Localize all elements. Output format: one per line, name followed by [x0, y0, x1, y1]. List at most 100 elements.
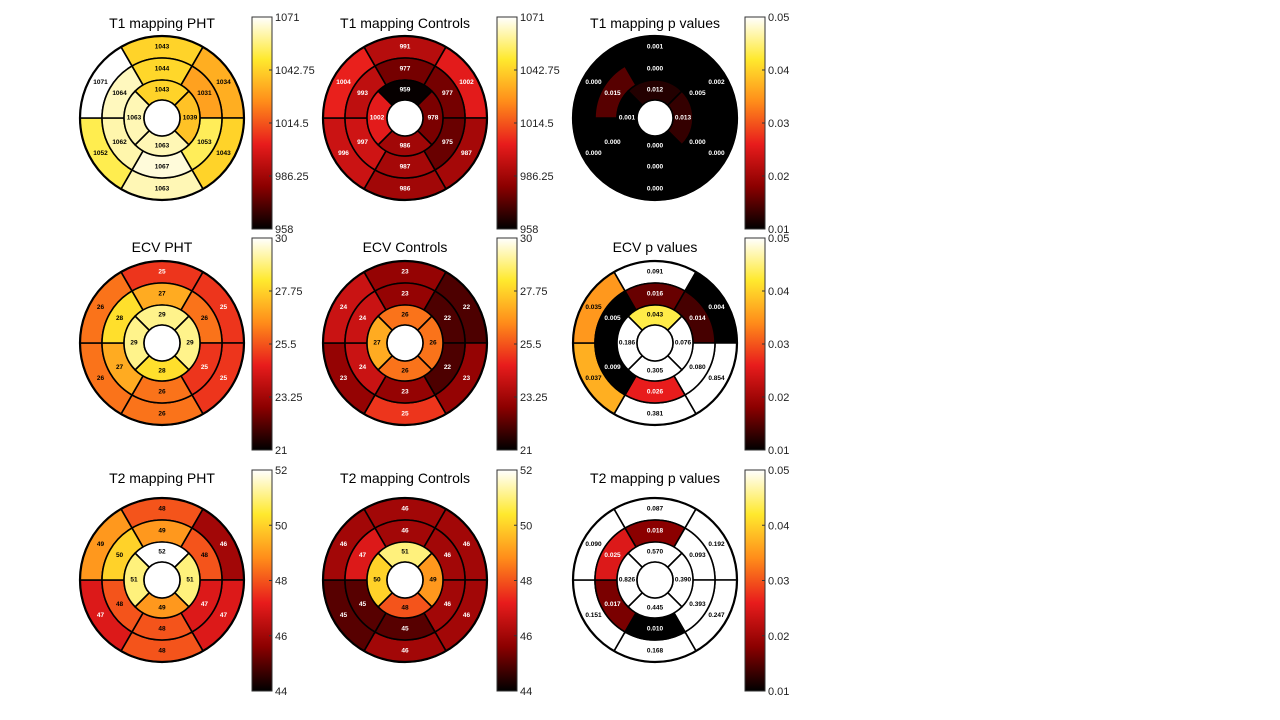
segment-value-11: 27: [116, 364, 124, 371]
outer-border: [571, 259, 739, 427]
panel-title: T2 mapping Controls: [340, 470, 470, 486]
segment-value-1: 23: [401, 269, 409, 276]
center-hole: [143, 324, 181, 362]
segment-value-1: 46: [401, 506, 409, 513]
colorbar-gradient: [252, 238, 272, 450]
segment-value-3: 47: [220, 612, 228, 619]
segment-value-15: 26: [401, 368, 409, 375]
colorbar-tick-label: 0.04: [768, 286, 789, 298]
segment-value-13: 0.043: [647, 312, 664, 319]
outer-border: [571, 496, 739, 664]
colorbar-tick-label: 23.25: [520, 392, 548, 404]
colorbar-tick-label: 0.01: [768, 445, 789, 457]
segment-value-8: 22: [444, 315, 452, 322]
segment-value-2: 46: [220, 541, 228, 548]
panel-ecv-p: ECV p values0.0910.0040.8540.3810.0370.0…: [571, 233, 789, 457]
segment-value-1: 48: [158, 506, 166, 513]
segment-value-8: 0.093: [689, 552, 706, 559]
segment-value-9: 975: [442, 139, 453, 146]
colorbar-tick-label: 1014.5: [520, 118, 554, 130]
segment-value-11: 0.000: [604, 139, 621, 146]
segment-value-11: 997: [357, 139, 368, 146]
colorbar-tick-label: 0.05: [768, 233, 789, 245]
segment-value-12: 50: [116, 552, 124, 559]
colorbar-tick-label: 0.05: [768, 465, 789, 477]
segment-value-7: 23: [401, 291, 409, 298]
colorbar-gradient: [252, 470, 272, 691]
colorbar-tick-label: 0.03: [768, 576, 789, 588]
colorbar-gradient: [497, 470, 517, 691]
segment-value-6: 0.035: [585, 304, 602, 311]
segment-value-14: 978: [428, 115, 439, 122]
panel-title: T2 mapping p values: [590, 470, 720, 486]
colorbar: 30 27.75 25.5 23.25 21: [251, 233, 303, 457]
colorbar-tick-label: 0.04: [768, 520, 789, 532]
colorbar: 0.05 0.04 0.03 0.02 0.01: [744, 12, 789, 236]
segment-value-8: 1031: [197, 90, 212, 97]
segment-value-6: 0.090: [585, 541, 602, 548]
colorbar-gradient: [252, 17, 272, 229]
colorbar-tick-label: 0.05: [768, 12, 789, 24]
segment-value-9: 0.393: [689, 601, 706, 608]
colorbar-tick-label: 958: [520, 224, 538, 236]
segment-value-1: 991: [400, 44, 411, 51]
segment-value-3: 1043: [216, 150, 231, 157]
segment-value-3: 0.000: [708, 150, 725, 157]
segment-value-1: 0.091: [647, 269, 664, 276]
center-hole: [143, 561, 181, 599]
colorbar: 30 27.75 25.5 23.25 21: [496, 233, 548, 457]
segment-value-15: 49: [158, 605, 166, 612]
segment-value-4: 1063: [155, 186, 170, 193]
center-hole: [636, 561, 674, 599]
segment-value-3: 0.247: [708, 612, 725, 619]
segment-value-12: 47: [359, 552, 367, 559]
segment-value-2: 0.002: [708, 79, 725, 86]
segment-value-2: 22: [463, 304, 471, 311]
segment-value-1: 1043: [155, 44, 170, 51]
segment-value-4: 0.168: [647, 648, 664, 655]
segment-value-1: 25: [158, 269, 166, 276]
colorbar-gradient: [745, 238, 765, 450]
segment-value-13: 52: [158, 549, 166, 556]
center-hole: [386, 99, 424, 137]
panel-t2-p: T2 mapping p values 0.087 0.192 0.247 0.168 0…: [571, 465, 789, 698]
panel-title: ECV Controls: [363, 239, 448, 255]
segment-value-15: 28: [158, 368, 166, 375]
colorbar-tick-label: 986.25: [520, 171, 554, 183]
segment-value-5: 0.151: [585, 612, 602, 619]
segment-value-6: 1071: [93, 79, 108, 86]
segment-value-16: 0.826: [619, 577, 636, 584]
segment-value-4: 0.000: [647, 186, 664, 193]
segment-value-12: 0.015: [604, 90, 621, 97]
panel-title: T1 mapping p values: [590, 15, 720, 31]
segment-value-14: 0.390: [675, 577, 692, 584]
colorbar: 52 50 48 46 44: [496, 465, 532, 698]
segment-value-9: 1053: [197, 139, 212, 146]
segment-value-5: 996: [338, 150, 349, 157]
center-hole: [386, 561, 424, 599]
segment-value-14: 49: [429, 577, 437, 584]
colorbar-tick-label: 30: [275, 233, 287, 245]
colorbar-gradient: [745, 470, 765, 691]
colorbar-tick-label: 1042.75: [520, 65, 560, 77]
segment-value-10: 987: [400, 164, 411, 171]
segment-value-15: 0.305: [647, 368, 664, 375]
segment-value-15: 0.445: [647, 605, 664, 612]
segment-value-3: 987: [461, 150, 472, 157]
segment-value-10: 26: [158, 389, 166, 396]
segment-value-14: 26: [429, 340, 437, 347]
segment-value-6: 26: [97, 304, 105, 311]
colorbar-tick-label: 27.75: [275, 286, 303, 298]
segment-value-10: 0.026: [647, 389, 664, 396]
segment-value-14: 0.013: [675, 115, 692, 122]
segment-value-14: 51: [186, 577, 194, 584]
segment-value-10: 23: [401, 389, 409, 396]
center-hole: [143, 99, 181, 137]
segment-value-9: 22: [444, 364, 452, 371]
segment-value-14: 29: [186, 340, 194, 347]
segment-value-13: 29: [158, 312, 166, 319]
colorbar-tick-label: 0.01: [768, 224, 789, 236]
segment-value-6: 49: [97, 541, 105, 548]
colorbar-tick-label: 1042.75: [275, 65, 315, 77]
